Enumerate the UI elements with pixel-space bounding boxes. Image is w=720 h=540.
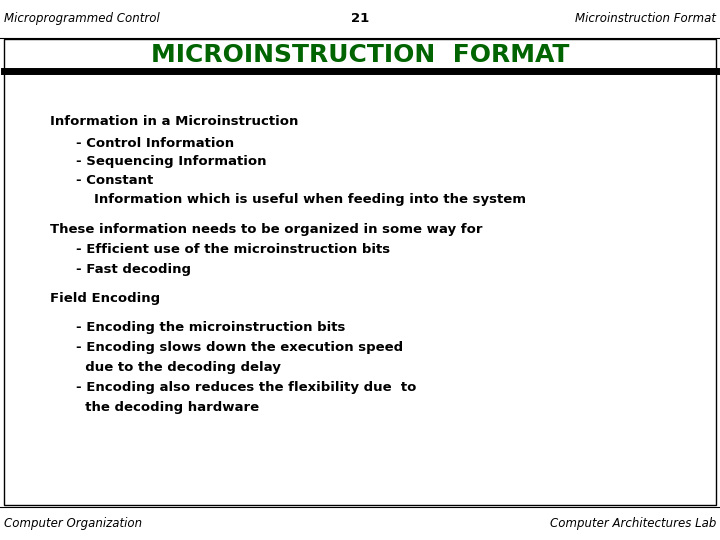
Text: the decoding hardware: the decoding hardware [76,401,258,414]
Text: 21: 21 [351,12,369,25]
FancyBboxPatch shape [4,39,716,70]
Text: - Control Information: - Control Information [76,137,234,150]
Text: Field Encoding: Field Encoding [50,292,161,305]
Text: These information needs to be organized in some way for: These information needs to be organized … [50,223,483,236]
Text: - Fast decoding: - Fast decoding [76,263,191,276]
Text: - Efficient use of the microinstruction bits: - Efficient use of the microinstruction … [76,243,390,256]
FancyBboxPatch shape [4,73,716,505]
Text: due to the decoding delay: due to the decoding delay [76,361,281,374]
Text: - Sequencing Information: - Sequencing Information [76,156,266,168]
Text: - Encoding the microinstruction bits: - Encoding the microinstruction bits [76,321,345,334]
Text: - Encoding slows down the execution speed: - Encoding slows down the execution spee… [76,341,402,354]
Text: Computer Architectures Lab: Computer Architectures Lab [550,517,716,530]
Text: Microprogrammed Control: Microprogrammed Control [4,12,159,25]
Text: - Encoding also reduces the flexibility due  to: - Encoding also reduces the flexibility … [76,381,416,394]
Text: Information in a Microinstruction: Information in a Microinstruction [50,115,299,128]
Text: Information which is useful when feeding into the system: Information which is useful when feeding… [94,193,526,206]
Text: - Constant: - Constant [76,174,153,187]
Text: Microinstruction Format: Microinstruction Format [575,12,716,25]
Text: Computer Organization: Computer Organization [4,517,142,530]
Text: MICROINSTRUCTION  FORMAT: MICROINSTRUCTION FORMAT [150,43,570,66]
